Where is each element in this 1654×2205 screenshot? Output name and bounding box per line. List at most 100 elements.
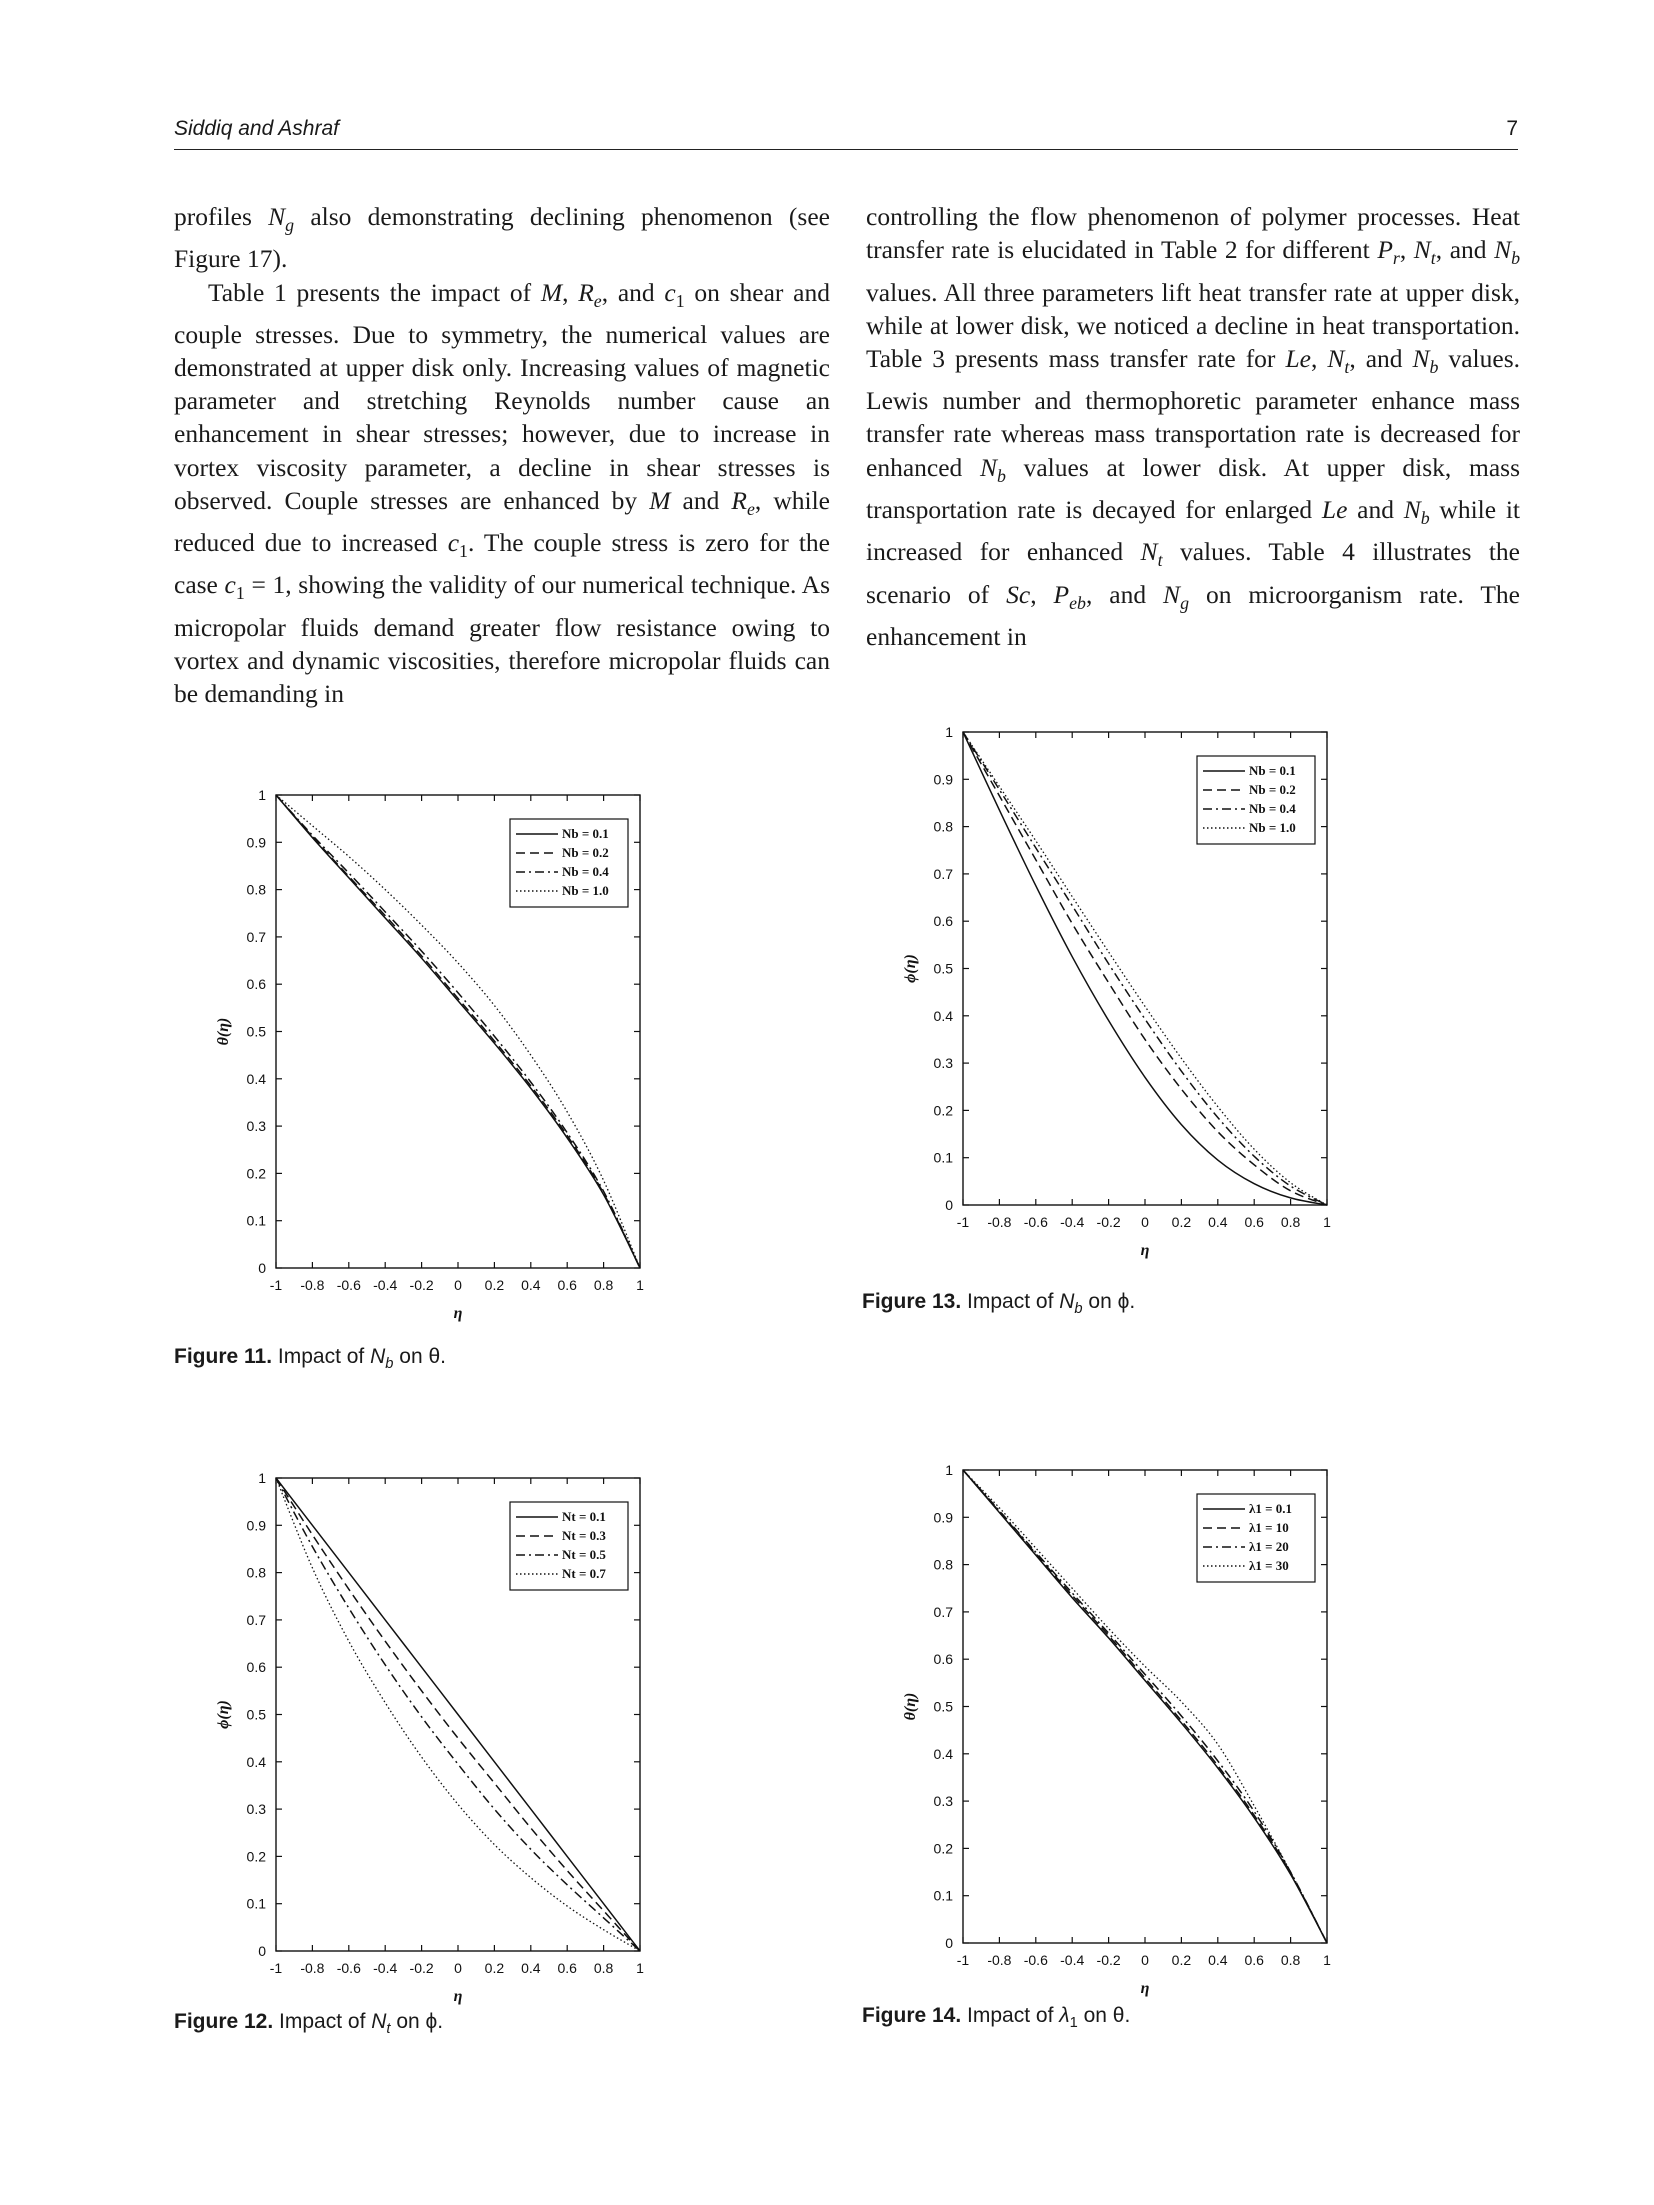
legend-label: Nb = 0.1 xyxy=(1249,763,1296,778)
y-tick-label: 0.2 xyxy=(247,1165,267,1181)
y-tick-label: 0.2 xyxy=(247,1848,267,1864)
x-tick-label: -0.2 xyxy=(410,1277,434,1293)
x-tick-label: 0.4 xyxy=(521,1277,541,1293)
y-tick-label: 0.6 xyxy=(934,1651,954,1667)
y-tick-label: 0.9 xyxy=(934,1509,954,1525)
y-tick-label: 0.5 xyxy=(934,1699,954,1715)
y-tick-label: 0.1 xyxy=(934,1150,954,1166)
figure-13-chart: -1 -0.8 -0.6 -0.4 -0.2 0 0.2 0.4 0.6 0.8 1 0 0.1 0.2 0… xyxy=(857,702,1497,1259)
y-tick-label: 0.8 xyxy=(247,882,267,898)
y-tick-label: 0.3 xyxy=(934,1793,954,1809)
series-line xyxy=(962,1469,1328,1944)
series-line xyxy=(275,1477,641,1952)
y-tick-label: 0 xyxy=(258,1943,266,1959)
y-tick-label: 0.1 xyxy=(247,1213,267,1229)
chart-svg: -1 -0.8 -0.6 -0.4 -0.2 0 0.2 0.4 0.6 0.8 1 0 0.1 0.2 0… xyxy=(215,787,644,1322)
x-tick-label: 0.4 xyxy=(1208,1214,1228,1230)
figure-caption-text: Impact of Nt on ϕ. xyxy=(279,2010,444,2038)
running-header: Siddiq and Ashraf 7 xyxy=(174,113,1518,150)
figure-12-caption: Figure 12. Impact of Nt on ϕ. xyxy=(174,2010,443,2037)
x-tick-label: 0.4 xyxy=(521,1960,541,1976)
y-tick-label: 0.2 xyxy=(934,1840,954,1856)
figure-caption-text: Impact of λ1 on θ. xyxy=(967,2004,1131,2032)
legend-label: Nb = 0.1 xyxy=(562,826,609,841)
y-tick-label: 0.3 xyxy=(934,1055,954,1071)
series-line xyxy=(275,1477,641,1952)
y-tick-label: 1 xyxy=(945,724,953,740)
legend-label: Nb = 1.0 xyxy=(562,883,609,898)
legend-label: Nb = 0.2 xyxy=(1249,782,1296,797)
body-paragraph: profiles Ng also demonstrating declining… xyxy=(174,202,830,274)
figure-caption-text: Impact of Nb on θ. xyxy=(277,1345,446,1373)
y-tick-label: 0.7 xyxy=(934,1604,954,1620)
y-tick-label: 0.9 xyxy=(247,834,267,850)
body-paragraph: Table 1 presents the impact of M, Re, an… xyxy=(174,277,831,709)
figure-11-caption: Figure 11. Impact of Nb on θ. xyxy=(174,1345,446,1372)
x-tick-label: -0.4 xyxy=(373,1277,397,1293)
y-tick-label: 0.7 xyxy=(247,929,267,945)
series-line xyxy=(275,794,641,1269)
figure-label: Figure 11. xyxy=(174,1345,273,1368)
y-tick-label: 0.3 xyxy=(247,1801,267,1817)
legend-label: λ1 = 0.1 xyxy=(1249,1501,1292,1516)
x-tick-label: -1 xyxy=(270,1277,283,1293)
y-tick-label: 0.9 xyxy=(934,771,954,787)
figure-14-caption: Figure 14. Impact of λ1 on θ. xyxy=(862,2004,1130,2031)
y-tick-label: 0.6 xyxy=(934,913,954,929)
legend-label: Nb = 0.4 xyxy=(562,864,609,879)
x-axis-label: η xyxy=(454,1305,463,1322)
y-tick-label: 0.5 xyxy=(934,961,954,977)
y-tick-label: 0.9 xyxy=(247,1517,267,1533)
legend-label: Nb = 0.2 xyxy=(562,845,609,860)
legend-label: λ1 = 20 xyxy=(1249,1539,1289,1554)
figure-label: Figure 14. xyxy=(862,2004,962,2027)
legend-label: Nb = 1.0 xyxy=(1249,820,1296,835)
series-line xyxy=(962,1469,1328,1944)
y-axis-label: ϕ(η) xyxy=(902,954,919,983)
series-line xyxy=(275,794,641,1269)
x-tick-label: -0.6 xyxy=(337,1960,361,1976)
y-tick-label: 0.1 xyxy=(934,1888,954,1904)
body-paragraph: controlling the flow phenomenon of polym… xyxy=(866,202,1521,651)
y-tick-label: 0.7 xyxy=(247,1612,267,1628)
x-tick-label: -1 xyxy=(957,1214,970,1230)
y-tick-label: 0.7 xyxy=(934,866,954,882)
series-line xyxy=(962,731,1328,1206)
legend-label: Nt = 0.5 xyxy=(562,1547,606,1562)
x-tick-label: -0.6 xyxy=(1024,1214,1048,1230)
x-tick-label: -0.4 xyxy=(1060,1214,1084,1230)
figure-14-chart: -1 -0.8 -0.6 -0.4 -0.2 0 0.2 0.4 0.6 0.8 1 0 0.1 0.2 0… xyxy=(857,1440,1497,1997)
x-tick-label: 0 xyxy=(454,1277,462,1293)
legend-label: Nt = 0.3 xyxy=(562,1528,606,1543)
chart-svg: -1 -0.8 -0.6 -0.4 -0.2 0 0.2 0.4 0.6 0.8 1 0 0.1 0.2 0… xyxy=(215,1470,644,2005)
series-line xyxy=(962,1469,1328,1944)
figure-caption-text: Impact of Nb on ϕ. xyxy=(967,1290,1136,1318)
y-tick-label: 0.3 xyxy=(247,1118,267,1134)
x-tick-label: -0.6 xyxy=(337,1277,361,1293)
chart-svg: -1 -0.8 -0.6 -0.4 -0.2 0 0.2 0.4 0.6 0.8 1 0 0.1 0.2 0… xyxy=(902,1462,1331,1997)
y-tick-label: 0.4 xyxy=(934,1746,954,1762)
x-tick-label: 0.6 xyxy=(557,1960,577,1976)
x-tick-label: -0.2 xyxy=(1097,1214,1121,1230)
x-tick-label: 0 xyxy=(1141,1214,1149,1230)
figure-12-chart: -1 -0.8 -0.6 -0.4 -0.2 0 0.2 0.4 0.6 0.8 1 0 0.1 0.2 0… xyxy=(170,1448,810,2005)
x-tick-label: -1 xyxy=(270,1960,283,1976)
y-tick-label: 0.4 xyxy=(247,1754,267,1770)
series-line xyxy=(275,1477,641,1952)
body-left-column: profiles Ng also demonstrating declining… xyxy=(174,200,830,710)
x-tick-label: -0.2 xyxy=(1097,1952,1121,1968)
x-tick-label: -0.8 xyxy=(987,1214,1011,1230)
x-tick-label: 0.6 xyxy=(1244,1952,1264,1968)
x-axis-label: η xyxy=(1141,1242,1150,1259)
legend-label: Nt = 0.1 xyxy=(562,1509,606,1524)
chart-svg: -1 -0.8 -0.6 -0.4 -0.2 0 0.2 0.4 0.6 0.8 1 0 0.1 0.2 0… xyxy=(902,724,1331,1259)
x-tick-label: -0.8 xyxy=(300,1960,324,1976)
x-tick-label: 0.2 xyxy=(485,1960,505,1976)
y-tick-label: 1 xyxy=(945,1462,953,1478)
x-axis-label: η xyxy=(1141,1980,1150,1997)
legend-label: λ1 = 30 xyxy=(1249,1558,1289,1573)
y-tick-label: 0.8 xyxy=(934,1557,954,1573)
x-axis-label: η xyxy=(454,1988,463,2005)
x-tick-label: 0.6 xyxy=(1244,1214,1264,1230)
figure-label: Figure 13. xyxy=(862,1290,962,1313)
